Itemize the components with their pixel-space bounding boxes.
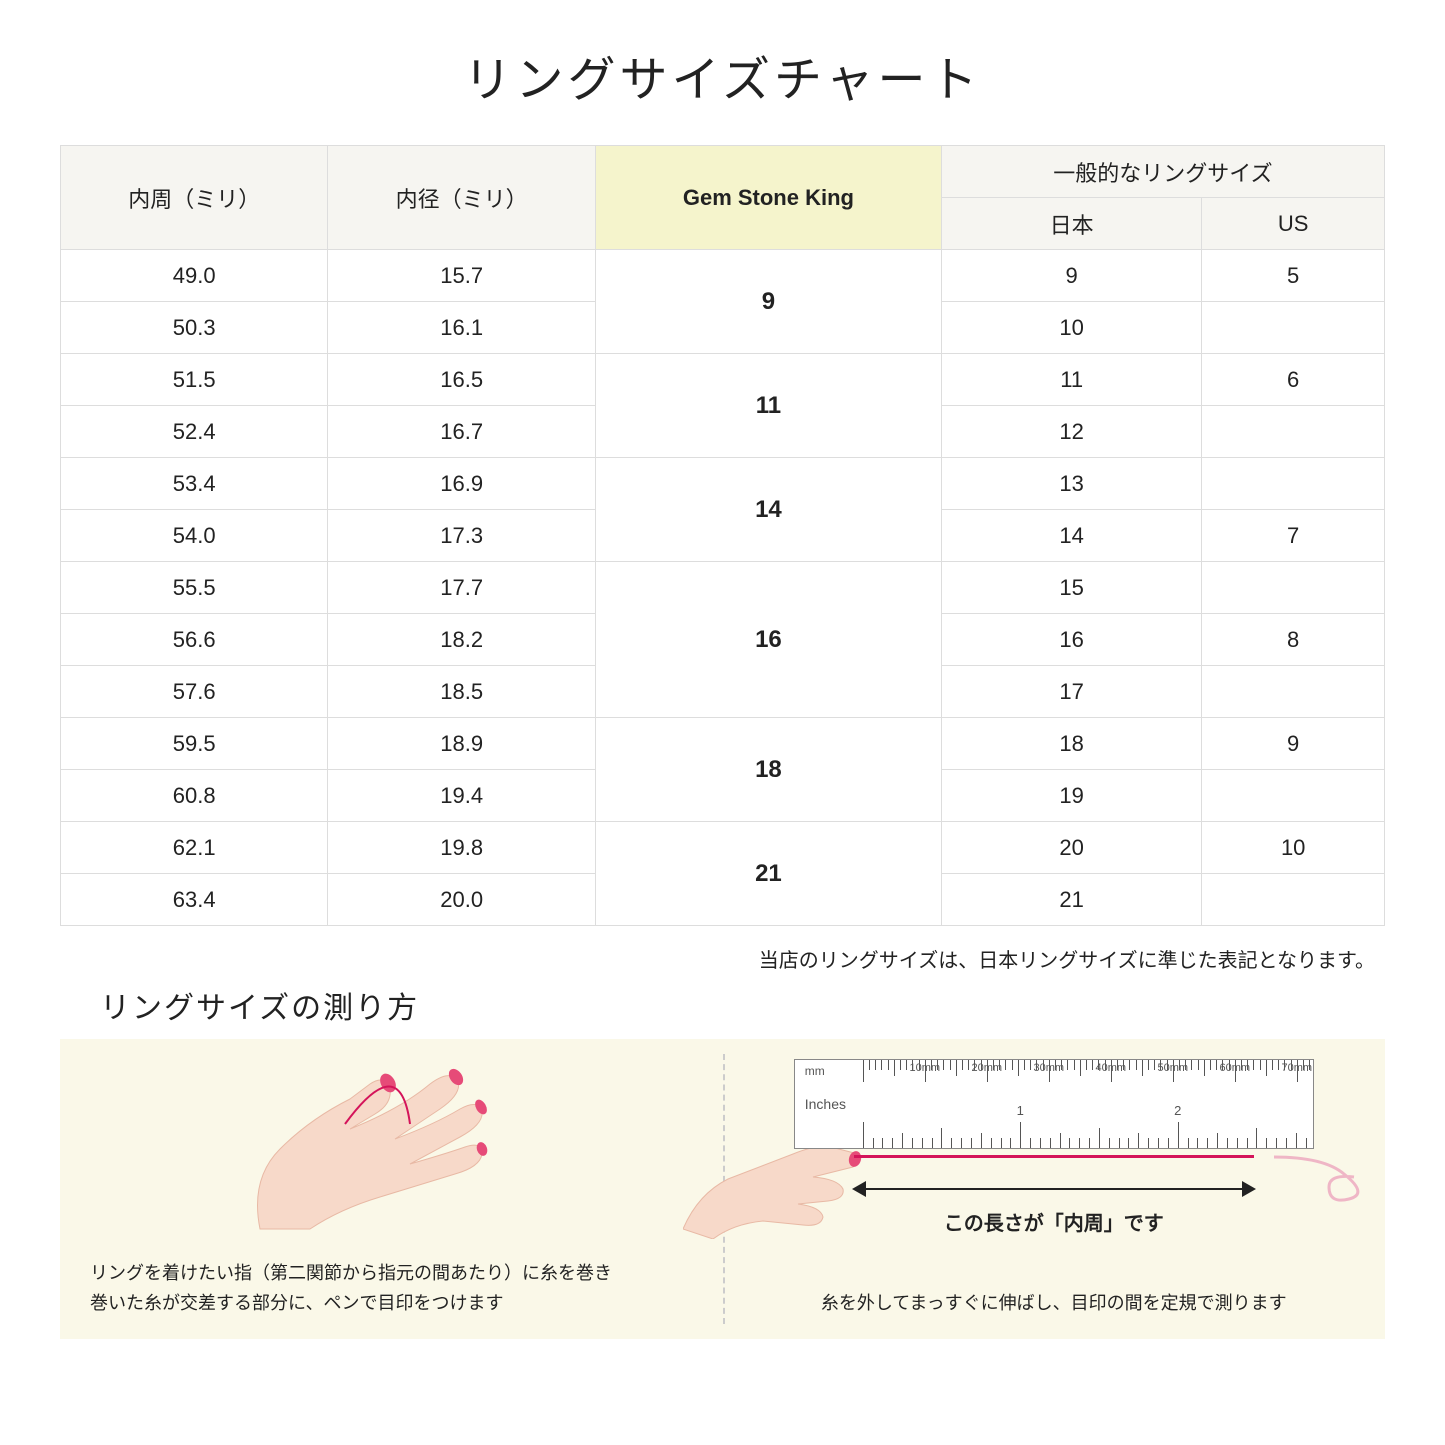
ruler-inch-label: Inches (805, 1096, 846, 1112)
howto-title: リングサイズの測り方 (100, 983, 1385, 1027)
ruler-graphic: mm Inches 10mm 20mm 30mm 40mm 50mm 60mm 70mm 1 2 (794, 1059, 1314, 1149)
ruler-mm-mark: 40mm (1095, 1062, 1126, 1074)
col-circumference: 内周（ミリ） (61, 146, 328, 250)
hand-wrap-icon (200, 1029, 540, 1249)
table-cell: 9 (595, 250, 941, 354)
table-cell: 6 (1202, 354, 1385, 406)
table-cell: 7 (1202, 510, 1385, 562)
table-cell: 63.4 (61, 874, 328, 926)
table-row: 62.119.8212010 (61, 822, 1385, 874)
table-cell: 16.5 (328, 354, 595, 406)
table-cell: 15 (941, 562, 1201, 614)
ruler-mm-mark: 30mm (1033, 1062, 1064, 1074)
ruler-mm-label: mm (805, 1064, 825, 1078)
table-cell: 19.8 (328, 822, 595, 874)
table-cell (1202, 666, 1385, 718)
table-cell (1202, 406, 1385, 458)
table-cell: 8 (1202, 614, 1385, 666)
table-cell (1202, 770, 1385, 822)
table-cell: 9 (941, 250, 1201, 302)
table-cell (1202, 562, 1385, 614)
ruler-mm-mark: 50mm (1157, 1062, 1188, 1074)
table-cell: 55.5 (61, 562, 328, 614)
howto-left-text: リングを着けたい指（第二関節から指元の間あたり）に糸を巻き 巻いた糸が交差する部… (90, 1258, 693, 1319)
table-cell: 18.5 (328, 666, 595, 718)
table-row: 49.015.7995 (61, 250, 1385, 302)
table-cell: 14 (595, 458, 941, 562)
table-cell (1202, 874, 1385, 926)
table-cell: 51.5 (61, 354, 328, 406)
ruler-inch-mark: 1 (1017, 1103, 1024, 1118)
table-row: 59.518.918189 (61, 718, 1385, 770)
table-cell: 21 (941, 874, 1201, 926)
table-cell: 50.3 (61, 302, 328, 354)
howto-right-text: 糸を外してまっすぐに伸ばし、目印の間を定規で測ります (821, 1288, 1287, 1319)
table-row: 55.517.71615 (61, 562, 1385, 614)
table-cell: 54.0 (61, 510, 328, 562)
table-cell: 17.3 (328, 510, 595, 562)
red-thread (854, 1155, 1254, 1158)
table-cell: 17.7 (328, 562, 595, 614)
table-cell: 18.9 (328, 718, 595, 770)
measure-arrow (854, 1177, 1254, 1201)
table-cell: 52.4 (61, 406, 328, 458)
table-cell: 9 (1202, 718, 1385, 770)
table-cell: 16.1 (328, 302, 595, 354)
page-title: リングサイズチャート (60, 40, 1385, 110)
table-cell: 53.4 (61, 458, 328, 510)
table-cell: 11 (595, 354, 941, 458)
col-us: US (1202, 198, 1385, 250)
table-cell: 62.1 (61, 822, 328, 874)
table-cell: 19 (941, 770, 1201, 822)
table-cell: 16 (941, 614, 1201, 666)
table-cell: 13 (941, 458, 1201, 510)
howto-right: mm Inches 10mm 20mm 30mm 40mm 50mm 60mm 70mm 1 2… (723, 1039, 1386, 1339)
table-cell: 17 (941, 666, 1201, 718)
col-diameter: 内径（ミリ） (328, 146, 595, 250)
col-gsk: Gem Stone King (595, 146, 941, 250)
table-cell: 49.0 (61, 250, 328, 302)
table-cell (1202, 458, 1385, 510)
table-cell: 21 (595, 822, 941, 926)
footnote: 当店のリングサイズは、日本リングサイズに準じた表記となります。 (60, 944, 1385, 973)
table-cell: 59.5 (61, 718, 328, 770)
table-cell: 10 (1202, 822, 1385, 874)
table-cell (1202, 302, 1385, 354)
table-cell: 60.8 (61, 770, 328, 822)
ruler-mm-mark: 70mm (1281, 1062, 1312, 1074)
thread-curl-icon (1274, 1139, 1384, 1209)
table-row: 53.416.91413 (61, 458, 1385, 510)
col-general-group: 一般的なリングサイズ (941, 146, 1384, 198)
table-cell: 18.2 (328, 614, 595, 666)
table-row: 51.516.511116 (61, 354, 1385, 406)
ruler-mm-mark: 10mm (909, 1062, 940, 1074)
table-cell: 18 (941, 718, 1201, 770)
table-cell: 16 (595, 562, 941, 718)
table-cell: 11 (941, 354, 1201, 406)
ring-size-table: 内周（ミリ） 内径（ミリ） Gem Stone King 一般的なリングサイズ … (60, 145, 1385, 926)
table-cell: 16.9 (328, 458, 595, 510)
table-cell: 14 (941, 510, 1201, 562)
table-cell: 20.0 (328, 874, 595, 926)
table-cell: 10 (941, 302, 1201, 354)
table-cell: 16.7 (328, 406, 595, 458)
howto-left: リングを着けたい指（第二関節から指元の間あたり）に糸を巻き 巻いた糸が交差する部… (60, 1039, 723, 1339)
measure-label: この長さが「内周」です (944, 1207, 1164, 1236)
ruler-mm-mark: 60mm (1219, 1062, 1250, 1074)
table-cell: 56.6 (61, 614, 328, 666)
table-cell: 20 (941, 822, 1201, 874)
table-cell: 12 (941, 406, 1201, 458)
table-cell: 15.7 (328, 250, 595, 302)
col-jp: 日本 (941, 198, 1201, 250)
table-cell: 18 (595, 718, 941, 822)
ruler-mm-mark: 20mm (971, 1062, 1002, 1074)
howto-panel: リングを着けたい指（第二関節から指元の間あたり）に糸を巻き 巻いた糸が交差する部… (60, 1039, 1385, 1339)
table-cell: 19.4 (328, 770, 595, 822)
ruler-inch-mark: 2 (1174, 1103, 1181, 1118)
table-cell: 5 (1202, 250, 1385, 302)
table-cell: 57.6 (61, 666, 328, 718)
